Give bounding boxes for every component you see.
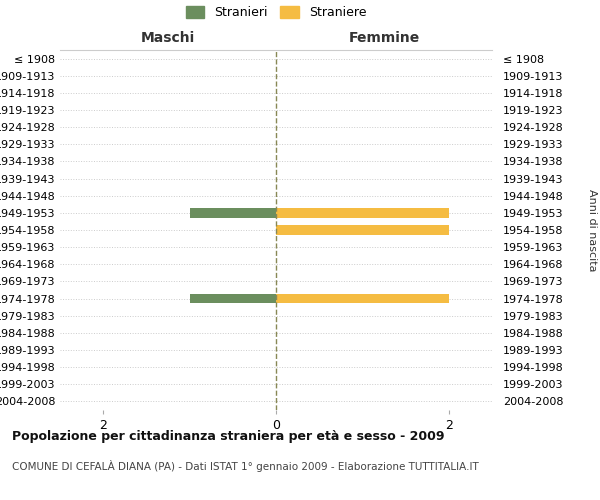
Bar bbox=[276, 294, 449, 304]
Bar bbox=[190, 208, 276, 218]
Legend: Stranieri, Straniere: Stranieri, Straniere bbox=[185, 6, 367, 19]
Text: Femmine: Femmine bbox=[349, 31, 419, 45]
Text: Maschi: Maschi bbox=[141, 31, 195, 45]
Bar bbox=[190, 294, 276, 304]
Text: Anni di nascita: Anni di nascita bbox=[587, 188, 597, 271]
Bar bbox=[276, 208, 449, 218]
Bar bbox=[276, 226, 449, 234]
Text: Popolazione per cittadinanza straniera per età e sesso - 2009: Popolazione per cittadinanza straniera p… bbox=[12, 430, 445, 443]
Text: COMUNE DI CEFALÀ DIANA (PA) - Dati ISTAT 1° gennaio 2009 - Elaborazione TUTTITAL: COMUNE DI CEFALÀ DIANA (PA) - Dati ISTAT… bbox=[12, 460, 479, 472]
